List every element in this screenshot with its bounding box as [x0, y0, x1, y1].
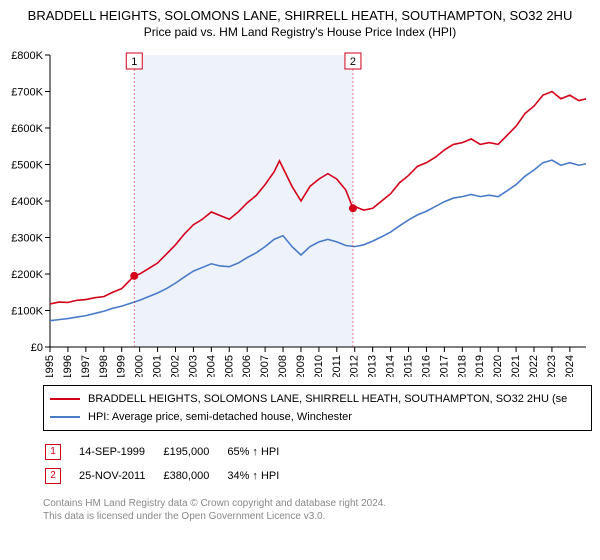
- svg-text:2001: 2001: [152, 355, 164, 377]
- legend: BRADDELL HEIGHTS, SOLOMONS LANE, SHIRREL…: [43, 385, 592, 431]
- svg-text:2005: 2005: [223, 355, 235, 377]
- svg-text:2016: 2016: [420, 355, 432, 377]
- marker-price: £195,000: [163, 441, 225, 463]
- svg-text:1996: 1996: [62, 355, 74, 377]
- svg-text:£300K: £300K: [11, 233, 43, 245]
- marker-pct: 65% ↑ HPI: [227, 441, 295, 463]
- svg-text:1999: 1999: [116, 355, 128, 377]
- svg-text:2008: 2008: [277, 355, 289, 377]
- legend-swatch: [50, 398, 80, 400]
- marker-badge: 2: [45, 468, 61, 484]
- svg-text:£0: £0: [31, 342, 43, 354]
- svg-text:2009: 2009: [295, 355, 307, 377]
- svg-text:2: 2: [350, 56, 356, 68]
- svg-text:2024: 2024: [564, 355, 576, 377]
- svg-text:2013: 2013: [367, 355, 379, 377]
- svg-text:2011: 2011: [331, 355, 343, 377]
- legend-label: BRADDELL HEIGHTS, SOLOMONS LANE, SHIRREL…: [88, 393, 567, 405]
- svg-text:1995: 1995: [44, 355, 56, 377]
- marker-pct: 34% ↑ HPI: [227, 465, 295, 487]
- legend-label: HPI: Average price, semi-detached house,…: [88, 411, 352, 423]
- svg-text:1997: 1997: [80, 355, 92, 377]
- svg-text:£700K: £700K: [11, 87, 43, 99]
- svg-text:2019: 2019: [474, 355, 486, 377]
- marker-row: 2 25-NOV-2011 £380,000 34% ↑ HPI: [45, 465, 295, 487]
- footnote-line: This data is licensed under the Open Gov…: [43, 510, 592, 523]
- svg-text:2023: 2023: [546, 355, 558, 377]
- svg-text:£400K: £400K: [11, 196, 43, 208]
- svg-text:2022: 2022: [528, 355, 540, 377]
- legend-swatch: [50, 416, 80, 418]
- chart-title: BRADDELL HEIGHTS, SOLOMONS LANE, SHIRREL…: [8, 8, 592, 23]
- svg-text:2018: 2018: [456, 355, 468, 377]
- marker-row: 1 14-SEP-1999 £195,000 65% ↑ HPI: [45, 441, 295, 463]
- svg-text:1998: 1998: [98, 355, 110, 377]
- svg-text:2003: 2003: [187, 355, 199, 377]
- svg-text:2015: 2015: [403, 355, 415, 377]
- footnote-line: Contains HM Land Registry data © Crown c…: [43, 497, 592, 510]
- chart-svg: £0 £100K £200K £300K £400K £500K £600K £700K £80…: [8, 47, 592, 377]
- svg-text:2021: 2021: [510, 355, 522, 377]
- svg-text:1: 1: [131, 56, 137, 68]
- svg-text:£500K: £500K: [11, 160, 43, 172]
- legend-item: HPI: Average price, semi-detached house,…: [50, 408, 585, 426]
- chart-subtitle: Price paid vs. HM Land Registry's House …: [8, 25, 592, 39]
- footnote: Contains HM Land Registry data © Crown c…: [43, 497, 592, 523]
- marker-badge: 1: [45, 444, 61, 460]
- svg-text:£600K: £600K: [11, 123, 43, 135]
- marker-price: £380,000: [163, 465, 225, 487]
- svg-text:2007: 2007: [259, 355, 271, 377]
- marker-date: 14-SEP-1999: [79, 441, 161, 463]
- marker-table: 1 14-SEP-1999 £195,000 65% ↑ HPI 2 25-NO…: [43, 439, 297, 489]
- svg-text:2012: 2012: [349, 355, 361, 377]
- svg-text:£800K: £800K: [11, 50, 43, 62]
- svg-text:2014: 2014: [385, 355, 397, 377]
- chart-area: £0 £100K £200K £300K £400K £500K £600K £700K £80…: [8, 47, 592, 377]
- marker-date: 25-NOV-2011: [79, 465, 161, 487]
- svg-text:2020: 2020: [492, 355, 504, 377]
- legend-item: BRADDELL HEIGHTS, SOLOMONS LANE, SHIRREL…: [50, 390, 585, 408]
- svg-text:2002: 2002: [169, 355, 181, 377]
- svg-text:2000: 2000: [134, 355, 146, 377]
- svg-text:2004: 2004: [205, 355, 217, 377]
- svg-text:2006: 2006: [241, 355, 253, 377]
- svg-text:£100K: £100K: [11, 306, 43, 318]
- svg-text:2017: 2017: [438, 355, 450, 377]
- svg-text:2010: 2010: [313, 355, 325, 377]
- svg-text:£200K: £200K: [11, 269, 43, 281]
